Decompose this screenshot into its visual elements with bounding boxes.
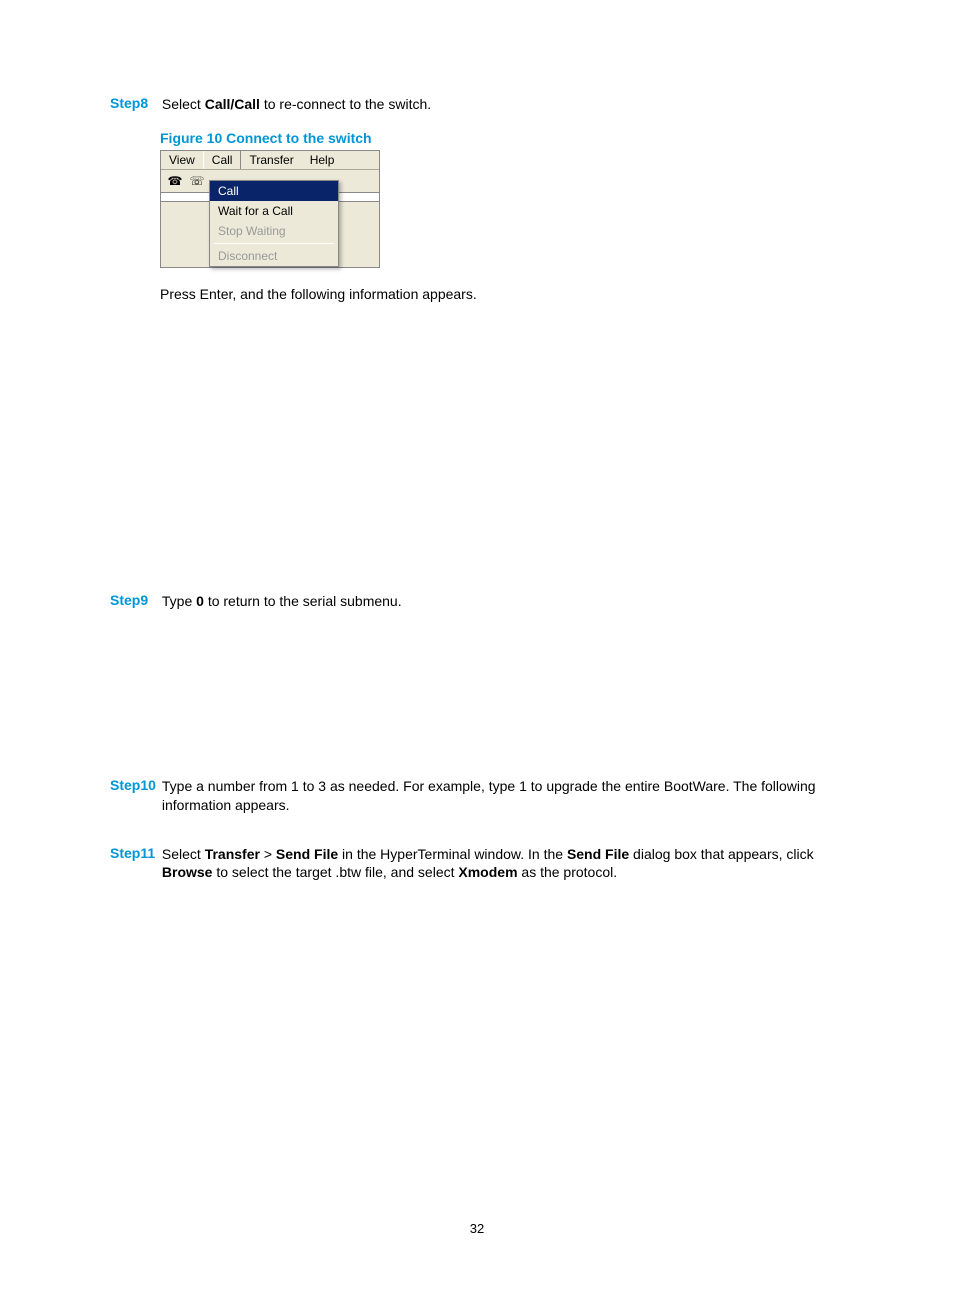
s11-mid4: to select the target .btw file, and sele… [212,864,458,880]
call-dropdown: Call Wait for a Call Stop Waiting Discon… [209,180,339,267]
s11-mid3: dialog box that appears, click [629,846,813,862]
menu-call[interactable]: Call [203,151,242,169]
phone-hangup-icon[interactable]: ☏ [187,172,207,190]
step9-bold: 0 [196,593,204,609]
step9-post: to return to the serial submenu. [204,593,402,609]
dropdown-stop: Stop Waiting [210,221,338,241]
page-number: 32 [0,1221,954,1236]
spacer3 [110,821,862,845]
dropdown-wait[interactable]: Wait for a Call [210,201,338,221]
spacer2 [110,617,862,777]
figure10-caption: Figure 10 Connect to the switch [160,130,862,146]
step8-bold: Call/Call [205,96,260,112]
s11-b4: Browse [162,864,213,880]
step9: Step9 Type 0 to return to the serial sub… [110,592,862,611]
s11-post: as the protocol. [518,864,618,880]
press-enter-text: Press Enter, and the following informati… [160,286,862,302]
s11-b3: Send File [567,846,629,862]
step10-body: Type a number from 1 to 3 as needed. For… [162,777,862,815]
menu-help[interactable]: Help [302,151,343,169]
phone-icon[interactable]: ☎ [165,172,185,190]
step10: Step10 Type a number from 1 to 3 as need… [110,777,862,815]
step8-post: to re-connect to the switch. [260,96,431,112]
dropdown-separator [214,243,334,244]
hyperterminal-window: View Call Transfer Help ☎ ☏ Call Wait fo… [160,150,380,268]
s11-pre: Select [162,846,205,862]
s11-mid2: in the HyperTerminal window. In the [338,846,567,862]
step9-label: Step9 [110,592,158,608]
step8: Step8 Select Call/Call to re-connect to … [110,95,862,114]
step9-body: Type 0 to return to the serial submenu. [162,592,862,611]
figure10-screenshot: View Call Transfer Help ☎ ☏ Call Wait fo… [160,150,862,268]
s11-b1: Transfer [205,846,260,862]
spacer1 [110,302,862,592]
menubar: View Call Transfer Help [161,151,379,170]
step11-body: Select Transfer > Send File in the Hyper… [162,845,862,883]
step11-label: Step11 [110,845,158,861]
step8-pre: Select [162,96,205,112]
step10-label: Step10 [110,777,158,793]
dropdown-call[interactable]: Call [210,181,338,201]
menu-transfer[interactable]: Transfer [241,151,301,169]
step9-pre: Type [162,593,196,609]
menu-view[interactable]: View [161,151,203,169]
step8-label: Step8 [110,95,158,111]
step11: Step11 Select Transfer > Send File in th… [110,845,862,883]
s11-b5: Xmodem [458,864,517,880]
step8-body: Select Call/Call to re-connect to the sw… [162,95,862,114]
s11-b2: Send File [276,846,338,862]
s11-mid1: > [260,846,276,862]
dropdown-disconnect: Disconnect [210,246,338,266]
